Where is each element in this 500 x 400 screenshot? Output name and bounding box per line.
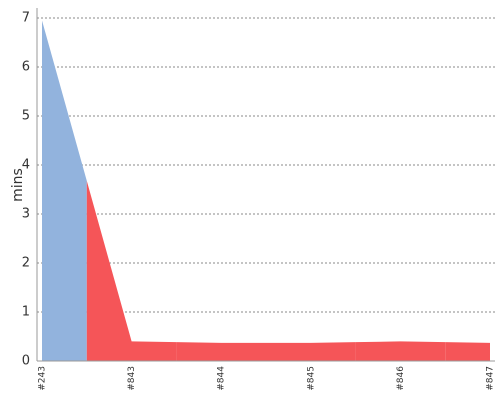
y-tick-label: 1 bbox=[22, 305, 30, 320]
y-tick-label: 0 bbox=[22, 354, 30, 369]
area-segment bbox=[266, 342, 356, 361]
y-tick-label: 4 bbox=[22, 158, 30, 173]
x-tick-label: #847 bbox=[486, 366, 496, 391]
y-tick-label: 2 bbox=[22, 256, 30, 271]
area-segment bbox=[355, 341, 446, 361]
x-tick-label: #243 bbox=[38, 366, 48, 391]
area-segment bbox=[176, 342, 266, 361]
x-tick-label: #845 bbox=[306, 366, 316, 391]
x-tick-label: #846 bbox=[396, 366, 406, 391]
area-segment bbox=[445, 342, 490, 361]
x-tick-label: #843 bbox=[127, 366, 137, 391]
area-segment bbox=[86, 180, 177, 361]
y-tick-label: 7 bbox=[22, 11, 30, 26]
y-axis-label: mins bbox=[10, 168, 26, 202]
y-tick-label: 6 bbox=[22, 60, 30, 75]
area-segment bbox=[42, 20, 87, 361]
x-tick-label: #844 bbox=[217, 366, 227, 391]
y-tick-label: 3 bbox=[22, 207, 30, 222]
y-tick-label: 5 bbox=[22, 109, 30, 124]
